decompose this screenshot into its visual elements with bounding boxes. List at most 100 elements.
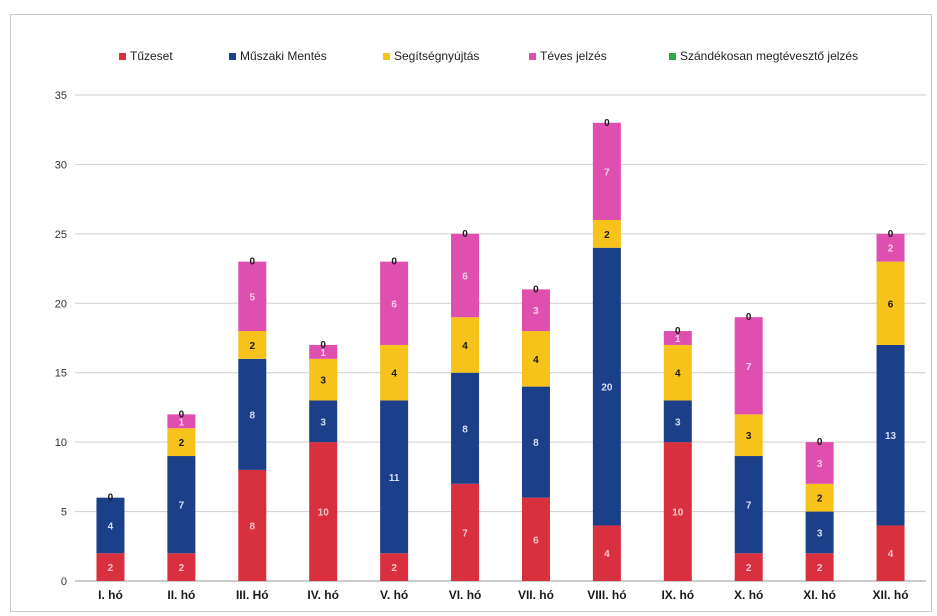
y-tick-label: 0	[61, 576, 67, 588]
bar-segment	[309, 358, 338, 401]
y-tick-label: 35	[55, 90, 67, 102]
data-label: 3	[746, 431, 752, 442]
bar-segment	[805, 511, 834, 554]
y-tick-label: 30	[55, 159, 67, 171]
data-label: 13	[885, 431, 897, 442]
data-label: 2	[108, 563, 114, 574]
data-label: 2	[604, 230, 610, 241]
y-tick-label: 15	[55, 368, 67, 380]
data-label: 4	[888, 549, 894, 560]
bar-segment	[805, 442, 834, 484]
bar-segment	[309, 442, 338, 581]
data-label: 2	[391, 563, 397, 574]
bar-segment	[805, 553, 834, 581]
data-label: 10	[318, 508, 330, 519]
bar-segment	[876, 344, 905, 526]
bar-segment	[380, 553, 409, 581]
bar-segment	[734, 414, 763, 457]
bar-segment	[521, 386, 550, 498]
data-label: 3	[817, 459, 823, 470]
zero-label: 0	[179, 409, 185, 420]
bar-segment	[380, 400, 409, 554]
data-label: 2	[746, 563, 752, 574]
bar-segment	[521, 289, 550, 332]
data-label: 2	[179, 563, 185, 574]
bar-segment	[592, 122, 621, 220]
zero-label: 0	[817, 437, 823, 448]
legend-label: Szándékosan megtévesztő jelzés	[680, 49, 858, 63]
data-label: 2	[817, 563, 823, 574]
bar-segment	[663, 442, 692, 581]
y-tick-label: 20	[55, 298, 67, 310]
data-label: 1	[179, 417, 185, 428]
data-label: 4	[391, 369, 397, 380]
legend-item: Szándékosan megtévesztő jelzés	[669, 49, 858, 63]
bar-segment	[167, 414, 196, 429]
zero-label: 0	[250, 257, 256, 268]
legend-swatch	[119, 53, 126, 60]
data-label: 2	[250, 341, 256, 352]
data-label: 3	[320, 417, 326, 428]
bar-segment	[663, 344, 692, 401]
data-label: 5	[250, 292, 256, 303]
legend-label: Műszaki Mentés	[240, 49, 327, 63]
zero-label: 0	[604, 118, 610, 129]
data-label: 3	[320, 376, 326, 387]
data-label: 7	[746, 501, 752, 512]
bar-segment	[238, 331, 267, 359]
zero-label: 0	[108, 493, 114, 504]
data-label: 3	[817, 528, 823, 539]
bar-segment	[451, 233, 480, 318]
data-label: 6	[533, 535, 539, 546]
legend-swatch	[529, 53, 536, 60]
x-tick-label: II. hó	[167, 588, 195, 602]
bar-segment	[167, 456, 196, 554]
legend-item: Tűzeset	[119, 49, 173, 63]
legend: Tűzeset Műszaki Mentés Segítségnyújtás Téve…	[119, 49, 858, 63]
x-tick-label: IX. hó	[661, 588, 694, 602]
data-label: 8	[250, 410, 256, 421]
bar-segment	[451, 483, 480, 581]
data-label: 2	[888, 244, 894, 255]
data-label: 2	[179, 438, 185, 449]
x-tick-label: VI. hó	[449, 588, 482, 602]
data-label: 7	[462, 528, 468, 539]
data-label: 7	[746, 362, 752, 373]
zero-label: 0	[746, 312, 752, 323]
bar-segment	[734, 317, 763, 415]
data-label: 6	[462, 272, 468, 283]
chart-frame: Tűzeset Műszaki Mentés Segítségnyújtás Téve…	[10, 14, 932, 612]
bar-segment	[876, 261, 905, 345]
bar-segment	[309, 400, 338, 443]
legend-swatch	[229, 53, 236, 60]
data-label: 11	[389, 473, 400, 484]
x-tick-label: III. Hó	[236, 588, 269, 602]
data-label: 8	[462, 424, 468, 435]
legend-label: Téves jelzés	[540, 49, 607, 63]
stacked-bar-chart: Tűzeset Műszaki Mentés Segítségnyújtás Téve…	[55, 49, 926, 602]
data-label: 4	[604, 549, 610, 560]
legend-item: Műszaki Mentés	[229, 49, 327, 63]
bar-segment	[309, 344, 338, 359]
x-tick-label: XI. hó	[803, 588, 836, 602]
legend-item: Segítségnyújtás	[383, 49, 479, 63]
bar-segment	[380, 344, 409, 401]
data-label: 4	[533, 355, 539, 366]
zero-label: 0	[462, 229, 468, 240]
y-tick-label: 25	[55, 229, 67, 241]
bar-segment	[167, 428, 196, 457]
data-label: 2	[817, 494, 823, 505]
y-tick-label: 5	[61, 507, 67, 519]
data-label: 20	[601, 383, 613, 394]
data-label: 8	[533, 438, 539, 449]
data-label: 8	[250, 521, 256, 532]
legend-swatch	[383, 53, 390, 60]
data-label: 7	[179, 501, 185, 512]
bar-segment	[451, 372, 480, 484]
bar-segment	[167, 553, 196, 581]
bar-segment	[805, 483, 834, 512]
legend-label: Tűzeset	[130, 49, 173, 63]
data-label: 4	[108, 521, 114, 532]
zero-label: 0	[675, 326, 681, 337]
bar-segment	[876, 525, 905, 581]
